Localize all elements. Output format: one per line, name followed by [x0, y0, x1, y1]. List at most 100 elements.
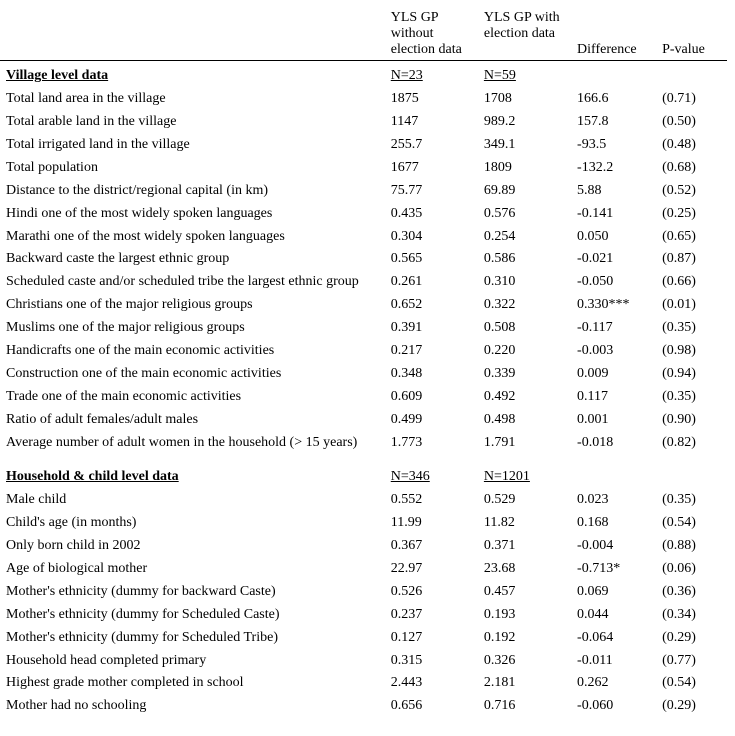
row-c2: 989.2 — [478, 111, 571, 134]
row-c2: 0.716 — [478, 695, 571, 718]
row-c3: 0.001 — [571, 409, 656, 432]
row-c2: 1708 — [478, 88, 571, 111]
row-c4: (0.25) — [656, 203, 727, 226]
row-c4: (0.06) — [656, 558, 727, 581]
table-row: Child's age (in months)11.9911.820.168(0… — [0, 512, 727, 535]
row-c4: (0.94) — [656, 363, 727, 386]
table-row: Muslims one of the major religious group… — [0, 317, 727, 340]
row-c1: 0.526 — [385, 581, 478, 604]
row-c2: 11.82 — [478, 512, 571, 535]
row-c1: 0.609 — [385, 386, 478, 409]
row-label: Age of biological mother — [0, 558, 385, 581]
table-row: Marathi one of the most widely spoken la… — [0, 226, 727, 249]
table-row: Hindi one of the most widely spoken lang… — [0, 203, 727, 226]
row-label: Average number of adult women in the hou… — [0, 432, 385, 455]
row-c3: -132.2 — [571, 157, 656, 180]
row-c4: (0.35) — [656, 489, 727, 512]
table-row: Total land area in the village1875170816… — [0, 88, 727, 111]
row-c4: (0.54) — [656, 512, 727, 535]
row-c1: 75.77 — [385, 180, 478, 203]
row-c1: 22.97 — [385, 558, 478, 581]
row-c4: (0.34) — [656, 604, 727, 627]
row-c3: 0.069 — [571, 581, 656, 604]
row-c2: 23.68 — [478, 558, 571, 581]
row-c1: 0.499 — [385, 409, 478, 432]
row-c1: 1677 — [385, 157, 478, 180]
table-row: Trade one of the main economic activitie… — [0, 386, 727, 409]
row-label: Hindi one of the most widely spoken lang… — [0, 203, 385, 226]
row-label: Construction one of the main economic ac… — [0, 363, 385, 386]
table-row: Total irrigated land in the village255.7… — [0, 134, 727, 157]
row-c1: 0.552 — [385, 489, 478, 512]
row-c4: (0.88) — [656, 535, 727, 558]
row-c4: (0.87) — [656, 248, 727, 271]
table-body: Village level dataN=23N=59Total land are… — [0, 61, 727, 718]
row-c3: 166.6 — [571, 88, 656, 111]
row-c2: 0.586 — [478, 248, 571, 271]
row-label: Distance to the district/regional capita… — [0, 180, 385, 203]
table-row: Construction one of the main economic ac… — [0, 363, 727, 386]
row-c4: (0.68) — [656, 157, 727, 180]
row-label: Household head completed primary — [0, 650, 385, 673]
row-c3: 0.117 — [571, 386, 656, 409]
table-row: Age of biological mother22.9723.68-0.713… — [0, 558, 727, 581]
row-label: Mother's ethnicity (dummy for Scheduled … — [0, 627, 385, 650]
row-label: Total arable land in the village — [0, 111, 385, 134]
row-label: Mother's ethnicity (dummy for backward C… — [0, 581, 385, 604]
section-empty — [571, 61, 656, 88]
table-row: Mother's ethnicity (dummy for Scheduled … — [0, 627, 727, 650]
row-label: Muslims one of the major religious group… — [0, 317, 385, 340]
row-c1: 0.652 — [385, 294, 478, 317]
row-label: Marathi one of the most widely spoken la… — [0, 226, 385, 249]
row-c2: 0.193 — [478, 604, 571, 627]
row-c3: -0.064 — [571, 627, 656, 650]
table-row: Average number of adult women in the hou… — [0, 432, 727, 455]
row-label: Child's age (in months) — [0, 512, 385, 535]
row-c2: 349.1 — [478, 134, 571, 157]
row-label: Christians one of the major religious gr… — [0, 294, 385, 317]
section-empty — [571, 454, 656, 489]
row-c2: 0.508 — [478, 317, 571, 340]
row-c1: 1147 — [385, 111, 478, 134]
section-n2: N=1201 — [478, 454, 571, 489]
row-label: Only born child in 2002 — [0, 535, 385, 558]
row-c2: 0.339 — [478, 363, 571, 386]
row-c4: (0.29) — [656, 695, 727, 718]
header-col4: P-value — [656, 10, 727, 61]
header-col1: YLS GP without election data — [385, 10, 478, 61]
table-row: Mother's ethnicity (dummy for backward C… — [0, 581, 727, 604]
row-c3: -93.5 — [571, 134, 656, 157]
row-c3: -0.141 — [571, 203, 656, 226]
table-row: Distance to the district/regional capita… — [0, 180, 727, 203]
row-c4: (0.01) — [656, 294, 727, 317]
row-c1: 0.367 — [385, 535, 478, 558]
table-row: Backward caste the largest ethnic group0… — [0, 248, 727, 271]
row-c3: 0.044 — [571, 604, 656, 627]
section-header-row: Village level dataN=23N=59 — [0, 61, 727, 88]
row-c1: 0.304 — [385, 226, 478, 249]
row-label: Total population — [0, 157, 385, 180]
row-label: Mother had no schooling — [0, 695, 385, 718]
row-c1: 0.348 — [385, 363, 478, 386]
comparison-table: YLS GP without election data YLS GP with… — [0, 10, 727, 718]
row-c4: (0.36) — [656, 581, 727, 604]
table-row: Christians one of the major religious gr… — [0, 294, 727, 317]
row-c1: 0.237 — [385, 604, 478, 627]
row-c1: 1.773 — [385, 432, 478, 455]
row-c3: -0.021 — [571, 248, 656, 271]
row-c1: 0.391 — [385, 317, 478, 340]
row-c2: 0.192 — [478, 627, 571, 650]
row-c4: (0.52) — [656, 180, 727, 203]
row-c2: 0.492 — [478, 386, 571, 409]
row-c2: 1809 — [478, 157, 571, 180]
stats-table-page: YLS GP without election data YLS GP with… — [0, 0, 735, 736]
row-label: Total land area in the village — [0, 88, 385, 111]
section-n1: N=23 — [385, 61, 478, 88]
section-n2: N=59 — [478, 61, 571, 88]
row-c3: 0.330*** — [571, 294, 656, 317]
row-label: Total irrigated land in the village — [0, 134, 385, 157]
table-row: Total population16771809-132.2(0.68) — [0, 157, 727, 180]
header-col3: Difference — [571, 10, 656, 61]
row-label: Mother's ethnicity (dummy for Scheduled … — [0, 604, 385, 627]
header-col2: YLS GP with election data — [478, 10, 571, 61]
